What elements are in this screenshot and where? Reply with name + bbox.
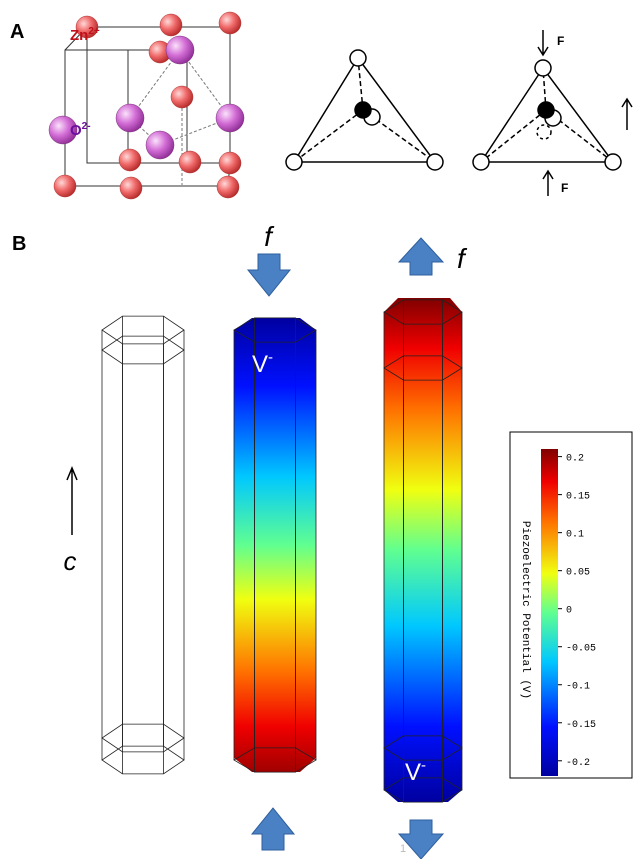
- wire-right: [384, 298, 462, 802]
- crystal-cell: [65, 27, 230, 186]
- panel-label: A: [10, 21, 24, 43]
- nanowires: [234, 298, 462, 802]
- potential-symbol: V: [405, 759, 421, 786]
- colorbar: [541, 449, 558, 776]
- colorbar-tick-label: -0.1: [566, 682, 590, 693]
- o-atoms: [49, 36, 244, 159]
- zn-charge: 2+: [88, 26, 100, 37]
- colorbar-title: Piezoelectric Potential (V): [519, 521, 531, 699]
- force-label: F: [557, 34, 564, 48]
- tetrahedron-relaxed: [286, 50, 443, 170]
- colorbar-tick-label: -0.05: [566, 644, 596, 655]
- o-charge: 2-: [82, 121, 91, 132]
- axis-label: c: [64, 546, 77, 576]
- colorbar-tick-label: 0: [566, 606, 572, 617]
- tetrahedron-strained: [473, 30, 632, 196]
- colorbar-tick-label: 0.2: [566, 454, 584, 465]
- colorbar-tick-label: 0.15: [566, 492, 590, 503]
- potential-sign: -: [268, 349, 273, 366]
- panel-label: B: [12, 233, 26, 255]
- colorbar-tick-label: 0.1: [566, 530, 584, 541]
- prism-edge: [102, 316, 184, 774]
- colorbar-tick-label: -0.2: [566, 758, 590, 769]
- prism-edge: [102, 336, 184, 364]
- page-number: 1: [400, 843, 406, 855]
- zn-label: Zn2+: [70, 26, 100, 44]
- force-label: f: [264, 221, 275, 252]
- figure: A Zn2+ O2- F F B f f c: [0, 0, 637, 859]
- force-label: F: [561, 181, 568, 195]
- c-axis-arrow: [67, 468, 77, 535]
- force-label: f: [457, 243, 468, 274]
- o-symbol: O: [70, 122, 82, 139]
- wire-middle: [234, 318, 316, 772]
- potential-sign: -: [421, 757, 426, 774]
- potential-symbol: V: [252, 351, 268, 378]
- zn-symbol: Zn: [70, 27, 88, 44]
- colorbar-tick-label: -0.15: [566, 720, 596, 731]
- prism-edge: [102, 724, 184, 752]
- colorbar-tick-label: 0.05: [566, 568, 590, 579]
